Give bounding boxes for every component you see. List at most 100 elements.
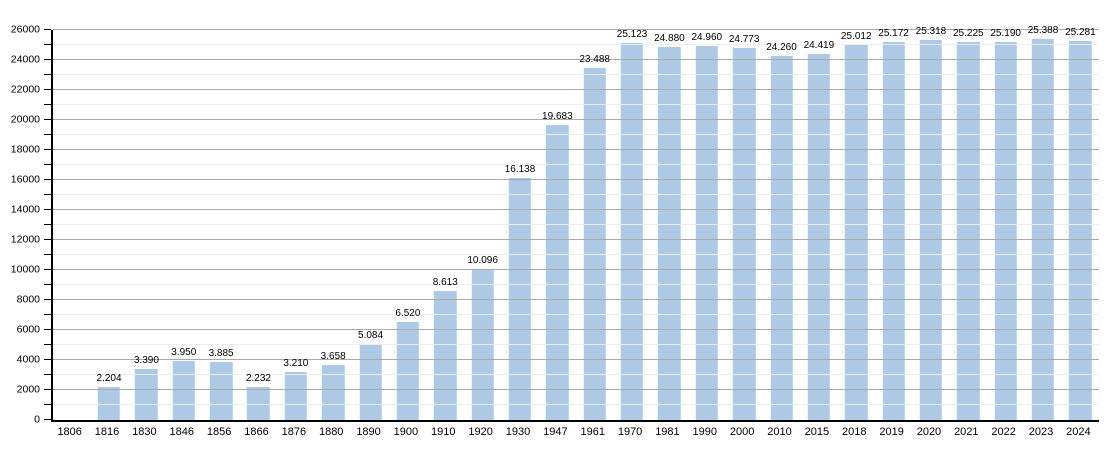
bar-slot: [315, 30, 352, 420]
x-tick-label: 1890: [356, 426, 381, 438]
bar: [284, 371, 308, 420]
x-tick-label: 2018: [841, 426, 867, 438]
bar-slot: [501, 30, 538, 420]
bar: [1031, 39, 1055, 420]
y-axis-tick: [44, 119, 51, 120]
bar: [247, 386, 270, 420]
y-axis-tick: [44, 209, 51, 210]
bar-slot: [427, 30, 464, 420]
bar-slot: [53, 30, 90, 420]
bar-slot: [725, 30, 762, 420]
x-tick-label: 1880: [318, 426, 344, 438]
bar: [396, 322, 420, 420]
bar: [359, 343, 382, 420]
bar: [957, 41, 980, 420]
y-axis-tick: [44, 224, 51, 225]
y-axis-tick: [44, 314, 51, 315]
x-tick-label: 1947: [543, 426, 568, 438]
x-tick-label: 1866: [244, 426, 269, 438]
x-tick-label: 1856: [206, 426, 232, 438]
x-tick-label: 2021: [954, 426, 979, 438]
bar: [882, 42, 905, 420]
bar: [658, 46, 681, 420]
bar-slot: [352, 30, 389, 420]
x-tick-label: 2000: [729, 426, 755, 438]
bar-slot: [464, 30, 501, 420]
y-tick-label: 18000: [10, 143, 40, 156]
x-tick-label: 1806: [57, 426, 82, 438]
x-tick-label: 1846: [169, 426, 194, 438]
bar-slot: [202, 30, 239, 420]
y-axis-tick: [44, 104, 51, 105]
y-tick-label: 20000: [10, 113, 40, 126]
bar-slot: [651, 30, 688, 420]
y-axis-tick: [44, 269, 51, 270]
y-axis-tick: [44, 389, 51, 390]
x-tick-label: 1876: [281, 426, 307, 438]
bar-slot: [912, 30, 949, 420]
y-axis-tick: [44, 89, 51, 90]
bar-slot: [389, 30, 426, 420]
y-axis-tick: [44, 74, 51, 75]
y-axis-tick: [44, 329, 51, 330]
x-tick-label: 2022: [991, 426, 1016, 438]
x-tick-label: 1900: [393, 426, 419, 438]
bar-slot: [1062, 30, 1099, 420]
bar-slot: [165, 30, 202, 420]
y-axis-tick: [44, 404, 51, 405]
y-axis-tick: [44, 134, 51, 136]
bar: [695, 45, 718, 420]
bar-slot: [613, 30, 650, 420]
x-tick-label: 2019: [879, 426, 904, 438]
bar: [807, 53, 831, 420]
bar-slot: [763, 30, 800, 420]
x-tick-label: 1920: [468, 426, 493, 438]
plot-area: 2.204 3.390 3.950 3.885 2.232 3.210 3.658 5.084…: [44, 25, 1099, 422]
x-tick-label: 2010: [767, 426, 792, 438]
y-axis-tick: [44, 179, 51, 180]
y-tick-label: 16000: [10, 173, 40, 186]
bar: [97, 386, 121, 420]
y-axis-labels: 0 2000 4000 6000 8000 10000 12000 14000 16000 180…: [0, 24, 40, 425]
x-tick-label: 2015: [804, 426, 830, 438]
bar: [321, 365, 345, 420]
bar-slot: [875, 30, 912, 420]
x-tick-label: 1830: [132, 426, 157, 438]
bar-slot: [987, 30, 1024, 420]
y-axis-tick: [44, 44, 51, 45]
x-tick-label: 1816: [94, 426, 120, 438]
y-tick-label: 4000: [16, 353, 40, 366]
bar-slot: [800, 30, 837, 420]
x-axis-labels: 1806 1816 1830 1846 1856 1866 1876 1880 1890 1900…: [51, 426, 1097, 438]
y-axis-tick: [44, 59, 51, 60]
y-tick-label: 10000: [10, 263, 40, 276]
bar: [732, 48, 756, 420]
y-tick-label: 22000: [10, 83, 40, 96]
bars-layer: [53, 30, 1099, 420]
bar-slot: [539, 30, 576, 420]
bar: [209, 361, 233, 420]
y-tick-label: 14000: [10, 203, 40, 216]
bar-slot: [950, 30, 987, 420]
bar: [845, 44, 868, 420]
bar-slot: [277, 30, 314, 420]
x-tick-label: 1961: [580, 426, 605, 438]
y-tick-label: 8000: [16, 293, 40, 306]
bar: [172, 360, 195, 420]
y-tick-label: 2000: [16, 383, 40, 396]
y-axis-tick: [44, 239, 51, 240]
bar-slot: [128, 30, 165, 420]
x-tick-label: 2023: [1028, 426, 1054, 438]
bar: [583, 67, 606, 420]
bar: [1069, 40, 1092, 420]
bar: [471, 268, 494, 420]
y-axis-tick: [44, 344, 51, 345]
bar-slot: [1024, 30, 1061, 420]
y-tick-label: 26000: [10, 23, 40, 36]
y-tick-label: 12000: [10, 233, 40, 246]
bar-slot: [90, 30, 127, 420]
bar-slot: [838, 30, 875, 420]
y-tick-label: 0: [34, 413, 40, 426]
bar: [994, 42, 1017, 420]
x-tick-label: 1970: [617, 426, 643, 438]
